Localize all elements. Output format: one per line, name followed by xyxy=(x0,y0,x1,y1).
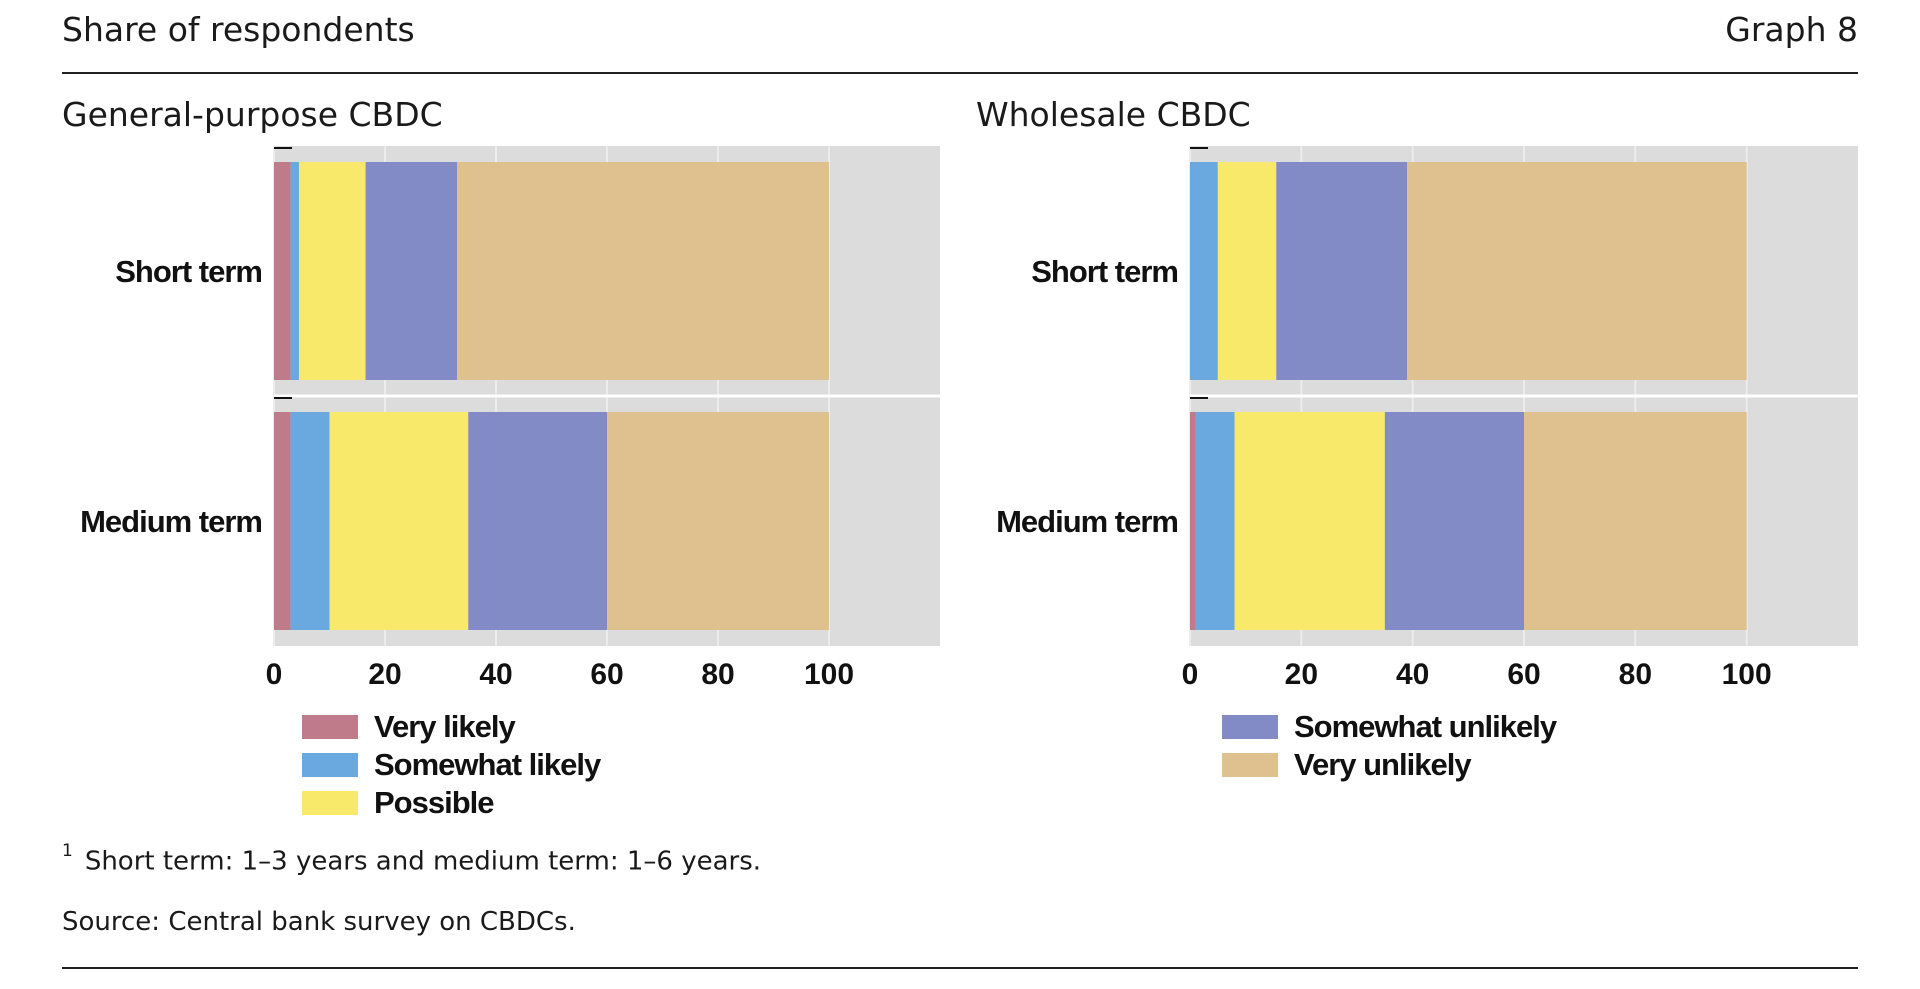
bar-segment-possible xyxy=(329,412,469,630)
x-tick-label: 20 xyxy=(368,658,401,691)
bar-segment-possible xyxy=(298,162,366,380)
legend-swatch xyxy=(1222,715,1278,739)
x-tick-label: 60 xyxy=(590,658,623,691)
panel-title-wholesale: Wholesale CBDC xyxy=(976,95,1251,134)
top-divider xyxy=(62,72,1858,74)
bar-segment-possible xyxy=(1217,162,1277,380)
graph-number: Graph 8 xyxy=(1725,10,1858,49)
legend-item-somewhat-unlikely: Somewhat unlikely xyxy=(1222,708,1557,746)
legend-swatch xyxy=(302,753,358,777)
legend-swatch xyxy=(302,791,358,815)
bar-segment-somewhat-unlikely xyxy=(1276,162,1408,380)
bar-segment-very-unlikely xyxy=(1524,412,1747,630)
bar-segment-very-unlikely xyxy=(457,162,829,380)
x-tick-label: 100 xyxy=(1722,658,1772,691)
x-tick-label: 0 xyxy=(266,658,283,691)
x-tick-label: 60 xyxy=(1507,658,1540,691)
x-tick-label: 0 xyxy=(1182,658,1199,691)
legend-item-very-unlikely: Very unlikely xyxy=(1222,746,1556,784)
general-purpose-chart: Short term Medium term 0 20 40 60 80 100 xyxy=(80,146,940,691)
legend-swatch xyxy=(1222,753,1278,777)
bar-segment-somewhat-unlikely xyxy=(1384,412,1524,630)
wholesale-chart: Short term Medium term 0 20 40 60 80 100 xyxy=(996,146,1858,691)
footnote-marker: 1 xyxy=(62,841,73,861)
category-label: Medium term xyxy=(996,504,1178,539)
legend-right: Somewhat unlikely Very unlikely xyxy=(1222,708,1557,784)
x-tick-label: 80 xyxy=(1619,658,1652,691)
x-tick-label: 20 xyxy=(1285,658,1318,691)
category-label: Short term xyxy=(115,254,262,289)
chart-subtitle: Share of respondents xyxy=(62,10,415,49)
bar-segment-somewhat-likely xyxy=(1190,162,1218,380)
panel-title-general-purpose: General-purpose CBDC xyxy=(62,95,443,134)
bottom-divider xyxy=(62,967,1858,969)
category-label: Short term xyxy=(1031,254,1178,289)
bar-segment-somewhat-unlikely xyxy=(468,412,607,630)
bar-segment-somewhat-likely xyxy=(1195,412,1235,630)
category-label: Medium term xyxy=(80,504,262,539)
bar-segment-somewhat-unlikely xyxy=(365,162,458,380)
bar-segment-possible xyxy=(1234,412,1385,630)
legend-swatch xyxy=(302,715,358,739)
bar-segment-very-unlikely xyxy=(607,412,829,630)
legend-label: Somewhat unlikely xyxy=(1294,709,1557,744)
bar-segment-somewhat-likely xyxy=(290,162,299,380)
footnote-text: Short term: 1–3 years and medium term: 1… xyxy=(84,846,762,877)
x-tick-label: 80 xyxy=(701,658,734,691)
bar-segment-very-likely xyxy=(274,162,291,380)
bar-segment-somewhat-likely xyxy=(290,412,330,630)
source-note: Source: Central bank survey on CBDCs. xyxy=(62,907,576,937)
bar-segment-very-likely xyxy=(274,412,291,630)
legend-label: Very unlikely xyxy=(1294,747,1472,782)
legend-label: Very likely xyxy=(374,709,516,744)
bar-segment-very-likely xyxy=(1190,412,1196,630)
legend-item-very-likely: Very likely xyxy=(302,708,600,746)
legend-item-somewhat-likely: Somewhat likely xyxy=(302,746,601,784)
x-tick-label: 40 xyxy=(479,658,512,691)
bar-segment-very-unlikely xyxy=(1407,162,1747,380)
legend-label: Somewhat likely xyxy=(374,747,601,782)
legend-item-possible: Possible xyxy=(302,784,600,822)
x-tick-label: 100 xyxy=(804,658,854,691)
footnote: 1 Short term: 1–3 years and medium term: … xyxy=(62,841,762,877)
x-tick-label: 40 xyxy=(1396,658,1429,691)
legend-label: Possible xyxy=(374,785,494,820)
legend-left: Very likely Somewhat likely Possible xyxy=(302,708,601,822)
